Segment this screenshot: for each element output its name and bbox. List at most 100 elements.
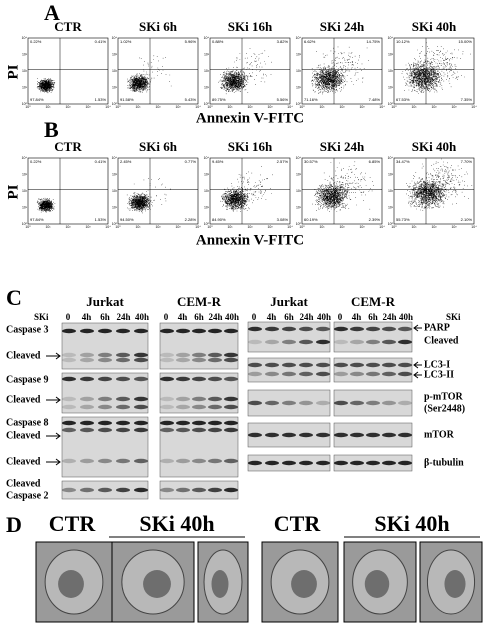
x-tick-label: 10² [339,105,345,109]
lane-label: 24h [116,312,130,322]
blot-band [350,432,364,438]
blot-label: Cleaved [6,456,41,467]
blot-band [282,400,296,406]
blot-band [192,458,206,464]
lane-label: 0 [66,312,71,322]
blot-band [98,458,112,464]
lane-label: 40h [317,312,331,322]
blot-band [160,328,174,334]
blot-band [98,357,112,363]
blot-band [176,427,190,433]
blot-band [192,404,206,410]
blot-band [160,427,174,433]
y-tick-label: 10² [112,189,118,193]
blot-band [208,487,222,493]
arrow [46,432,61,440]
blot-band [382,460,396,466]
y-tick-label: 10⁴ [22,156,28,160]
blot-band [248,400,262,406]
blot-band [224,328,238,334]
lane-label: 4h [352,312,362,322]
y-tick-label: 10⁴ [112,36,118,40]
y-tick-label: 10⁰ [204,102,210,106]
quadrant-percent: 84.90% [212,217,226,222]
blot-band [366,460,380,466]
scatter-dots [36,78,56,94]
blot-band [366,371,380,377]
blot-label: Cleaved [424,335,459,346]
blot [247,357,331,383]
blot-band [299,371,313,377]
lane-label: 40h [399,312,413,322]
y-tick-label: 10⁴ [112,156,118,160]
blot-band [176,420,190,426]
blot-band [398,371,412,377]
blot-band [398,339,412,345]
arrow [46,352,61,360]
treatment-label: SKi [446,312,461,322]
blot-band [265,339,279,345]
cell-line-label: CEM-R [177,294,222,309]
blot-band [176,396,190,402]
quadrant-percent: 0.22% [30,39,42,44]
quadrant-percent: 97.84% [30,217,44,222]
plot-frame [117,157,199,225]
panel-label: A [44,0,60,25]
plot-title: SKi 6h [139,19,178,34]
blot [333,357,413,383]
quadrant-percent: 89.75% [212,97,226,102]
blot-band [134,352,148,358]
blot-band [282,432,296,438]
y-tick-label: 10¹ [204,205,210,209]
x-tick-label: 10⁴ [287,105,293,109]
x-axis-label: Annexin V-FITC [196,110,304,126]
x-tick-label: 10⁰ [115,105,121,109]
blot-band [160,376,174,382]
blot-band [265,326,279,332]
nucleus-shape [291,570,317,598]
blot-band [80,427,94,433]
blot-band [248,432,262,438]
quadrant-percent: 3.82% [277,39,289,44]
blot-band [192,396,206,402]
blot-band [316,339,330,345]
blot-band [134,328,148,334]
blot-band [208,352,222,358]
quadrant-percent: 91.58% [120,97,134,102]
x-tick-label: 10¹ [45,225,51,229]
quadrant-percent: 7.35% [461,97,473,102]
blot-band [334,326,348,332]
blot-band [299,326,313,332]
y-tick-label: 10¹ [22,85,28,89]
lane-label: 40h [225,312,239,322]
y-tick-label: 10¹ [22,205,28,209]
quadrant-percent: 55.73% [396,217,410,222]
blot-band [80,328,94,334]
blot-band [248,371,262,377]
blot-label: Caspase 3 [6,324,49,335]
y-tick-label: 10⁴ [388,156,394,160]
y-tick-label: 10¹ [112,85,118,89]
quadrant-percent: 10.12% [396,39,410,44]
blot-band [350,400,364,406]
x-tick-label: 10⁴ [195,105,201,109]
blot-band [366,400,380,406]
blot-band [224,352,238,358]
y-tick-label: 10¹ [296,205,302,209]
blot-band [224,357,238,363]
blot-band [176,352,190,358]
y-tick-label: 10³ [296,52,302,56]
x-tick-label: 10¹ [319,105,325,109]
image-title: CTR [49,511,97,536]
blot-band [176,357,190,363]
plot-title: SKi 40h [412,19,457,34]
lane-label: 0 [164,312,169,322]
y-tick-label: 10⁰ [296,222,302,226]
quadrant-percent: 3.08% [277,217,289,222]
y-tick-label: 10² [296,69,302,73]
x-tick-label: 10² [431,225,437,229]
cell-line-label: Jurkat [86,294,124,309]
x-tick-label: 10⁰ [299,105,305,109]
blot-band [192,357,206,363]
blot-label: mTOR [424,429,455,440]
